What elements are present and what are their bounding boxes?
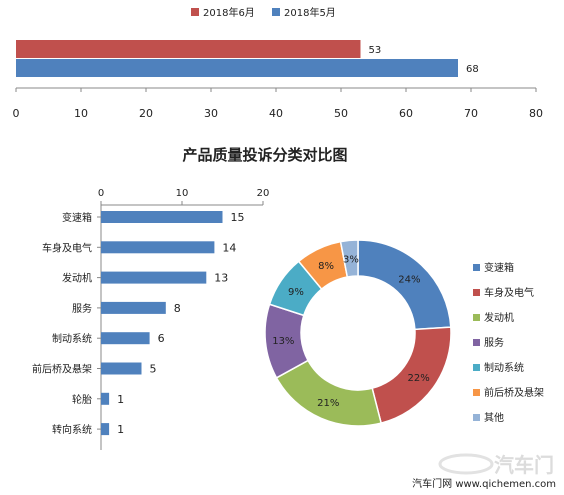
- doughnut-legend-label: 前后桥及悬架: [484, 386, 544, 399]
- category-bar-chart: 0 10 20 变速箱 15 车身及电气 14 发动机 13 服务 8 制动系统 6 前后桥及悬架 5 轮胎…: [32, 188, 269, 450]
- category-data-label: 5: [150, 363, 157, 376]
- doughnut-legend-swatch: [473, 364, 480, 371]
- doughnut-legend-swatch: [473, 289, 480, 296]
- category-bar: [101, 392, 110, 405]
- watermark-brand: 汽车门: [494, 453, 554, 477]
- category-tick-label: 10: [176, 188, 189, 199]
- category-data-label: 13: [214, 272, 228, 285]
- category-label: 变速箱: [62, 211, 92, 224]
- comparison-tick-label: 20: [139, 107, 153, 120]
- comparison-tick-label: 30: [204, 107, 218, 120]
- comparison-bar-1: [16, 59, 458, 77]
- comparison-x-ticks: 0 10 20 30 40 50 60 70 80: [13, 88, 543, 120]
- chart-title: 产品质量投诉分类对比图: [182, 146, 347, 164]
- doughnut-legend-swatch: [473, 389, 480, 396]
- category-data-label: 15: [231, 211, 245, 224]
- doughnut-slice-label: 22%: [408, 373, 430, 384]
- watermark-text: 汽车门网 www.qichemen.com: [412, 477, 556, 490]
- category-label: 服务: [72, 302, 92, 315]
- category-bar: [101, 362, 142, 375]
- comparison-data-label-1: 68: [466, 64, 479, 75]
- category-bar: [101, 241, 215, 254]
- category-tick-label: 0: [98, 188, 104, 199]
- doughnut-legend-label: 服务: [484, 336, 504, 349]
- category-bar: [101, 301, 166, 314]
- watermark-car-icon: [438, 453, 494, 475]
- doughnut-legend-label: 其他: [484, 411, 504, 424]
- legend-label-may: 2018年5月: [284, 6, 336, 19]
- comparison-tick-label: 80: [529, 107, 543, 120]
- comparison-tick-label: 0: [13, 107, 20, 120]
- doughnut-legend-label: 制动系统: [484, 361, 524, 374]
- category-label: 车身及电气: [42, 241, 92, 254]
- category-bar: [101, 332, 150, 345]
- category-label: 前后桥及悬架: [32, 363, 92, 376]
- category-bar: [101, 211, 223, 223]
- doughnut-slice-label: 13%: [272, 336, 294, 347]
- legend-swatch-june: [191, 8, 199, 16]
- doughnut-legend-swatch: [473, 414, 480, 421]
- watermark-logo: 汽车门: [438, 453, 554, 477]
- category-label: 制动系统: [52, 332, 92, 345]
- category-label: 轮胎: [72, 393, 92, 406]
- doughnut-slice-label: 9%: [288, 287, 304, 298]
- category-data-label: 8: [174, 302, 181, 315]
- category-data-label: 1: [117, 423, 124, 436]
- doughnut-chart: 24% 22% 21% 13% 9% 8% 3% 变速箱车身及电气发动机服务制动系统前后桥及…: [264, 239, 544, 427]
- doughnut-legend-swatch: [473, 264, 480, 271]
- comparison-tick-label: 50: [334, 107, 348, 120]
- doughnut-slices: [264, 239, 452, 427]
- category-data-label: 1: [117, 393, 124, 406]
- doughnut-slice-label: 24%: [398, 274, 420, 285]
- doughnut-legend-label: 变速箱: [484, 261, 514, 274]
- category-label: 发动机: [62, 272, 92, 285]
- category-bar: [101, 423, 110, 436]
- comparison-tick-label: 10: [74, 107, 88, 120]
- comparison-bar-0: [16, 40, 361, 58]
- category-bars: 变速箱 15 车身及电气 14 发动机 13 服务 8 制动系统 6 前后桥及悬架 5 轮胎 1 转向系统 1: [32, 211, 245, 436]
- doughnut-legend-label: 车身及电气: [484, 286, 534, 299]
- doughnut-legend-swatch: [473, 314, 480, 321]
- doughnut-slice-label: 8%: [318, 261, 334, 272]
- doughnut-slice-label: 21%: [317, 398, 339, 409]
- legend-label-june: 2018年6月: [203, 6, 255, 19]
- legend-swatch-may: [272, 8, 280, 16]
- doughnut-slice-label: 3%: [343, 254, 359, 265]
- category-data-label: 14: [222, 241, 236, 254]
- doughnut-slice: [339, 239, 359, 278]
- comparison-tick-label: 40: [269, 107, 283, 120]
- doughnut-legend-label: 发动机: [484, 311, 514, 324]
- comparison-data-label-0: 53: [369, 45, 382, 56]
- comparison-legend: 2018年6月 2018年5月: [191, 6, 336, 19]
- doughnut-legend-swatch: [473, 339, 480, 346]
- category-x-ticks: 0 10 20: [98, 188, 270, 205]
- comparison-bars: 53 68: [16, 40, 479, 77]
- doughnut-labels: 24% 22% 21% 13% 9% 8% 3%: [272, 254, 430, 408]
- category-tick-label: 20: [257, 188, 270, 199]
- category-bar: [101, 271, 207, 284]
- comparison-chart: 2018年6月 2018年5月 53 68 0 10 20 30 40 50 60 70 80: [13, 6, 544, 120]
- comparison-tick-label: 60: [399, 107, 413, 120]
- category-data-label: 6: [158, 332, 165, 345]
- category-label: 转向系统: [52, 423, 92, 436]
- comparison-tick-label: 70: [464, 107, 478, 120]
- doughnut-slice: [275, 359, 383, 427]
